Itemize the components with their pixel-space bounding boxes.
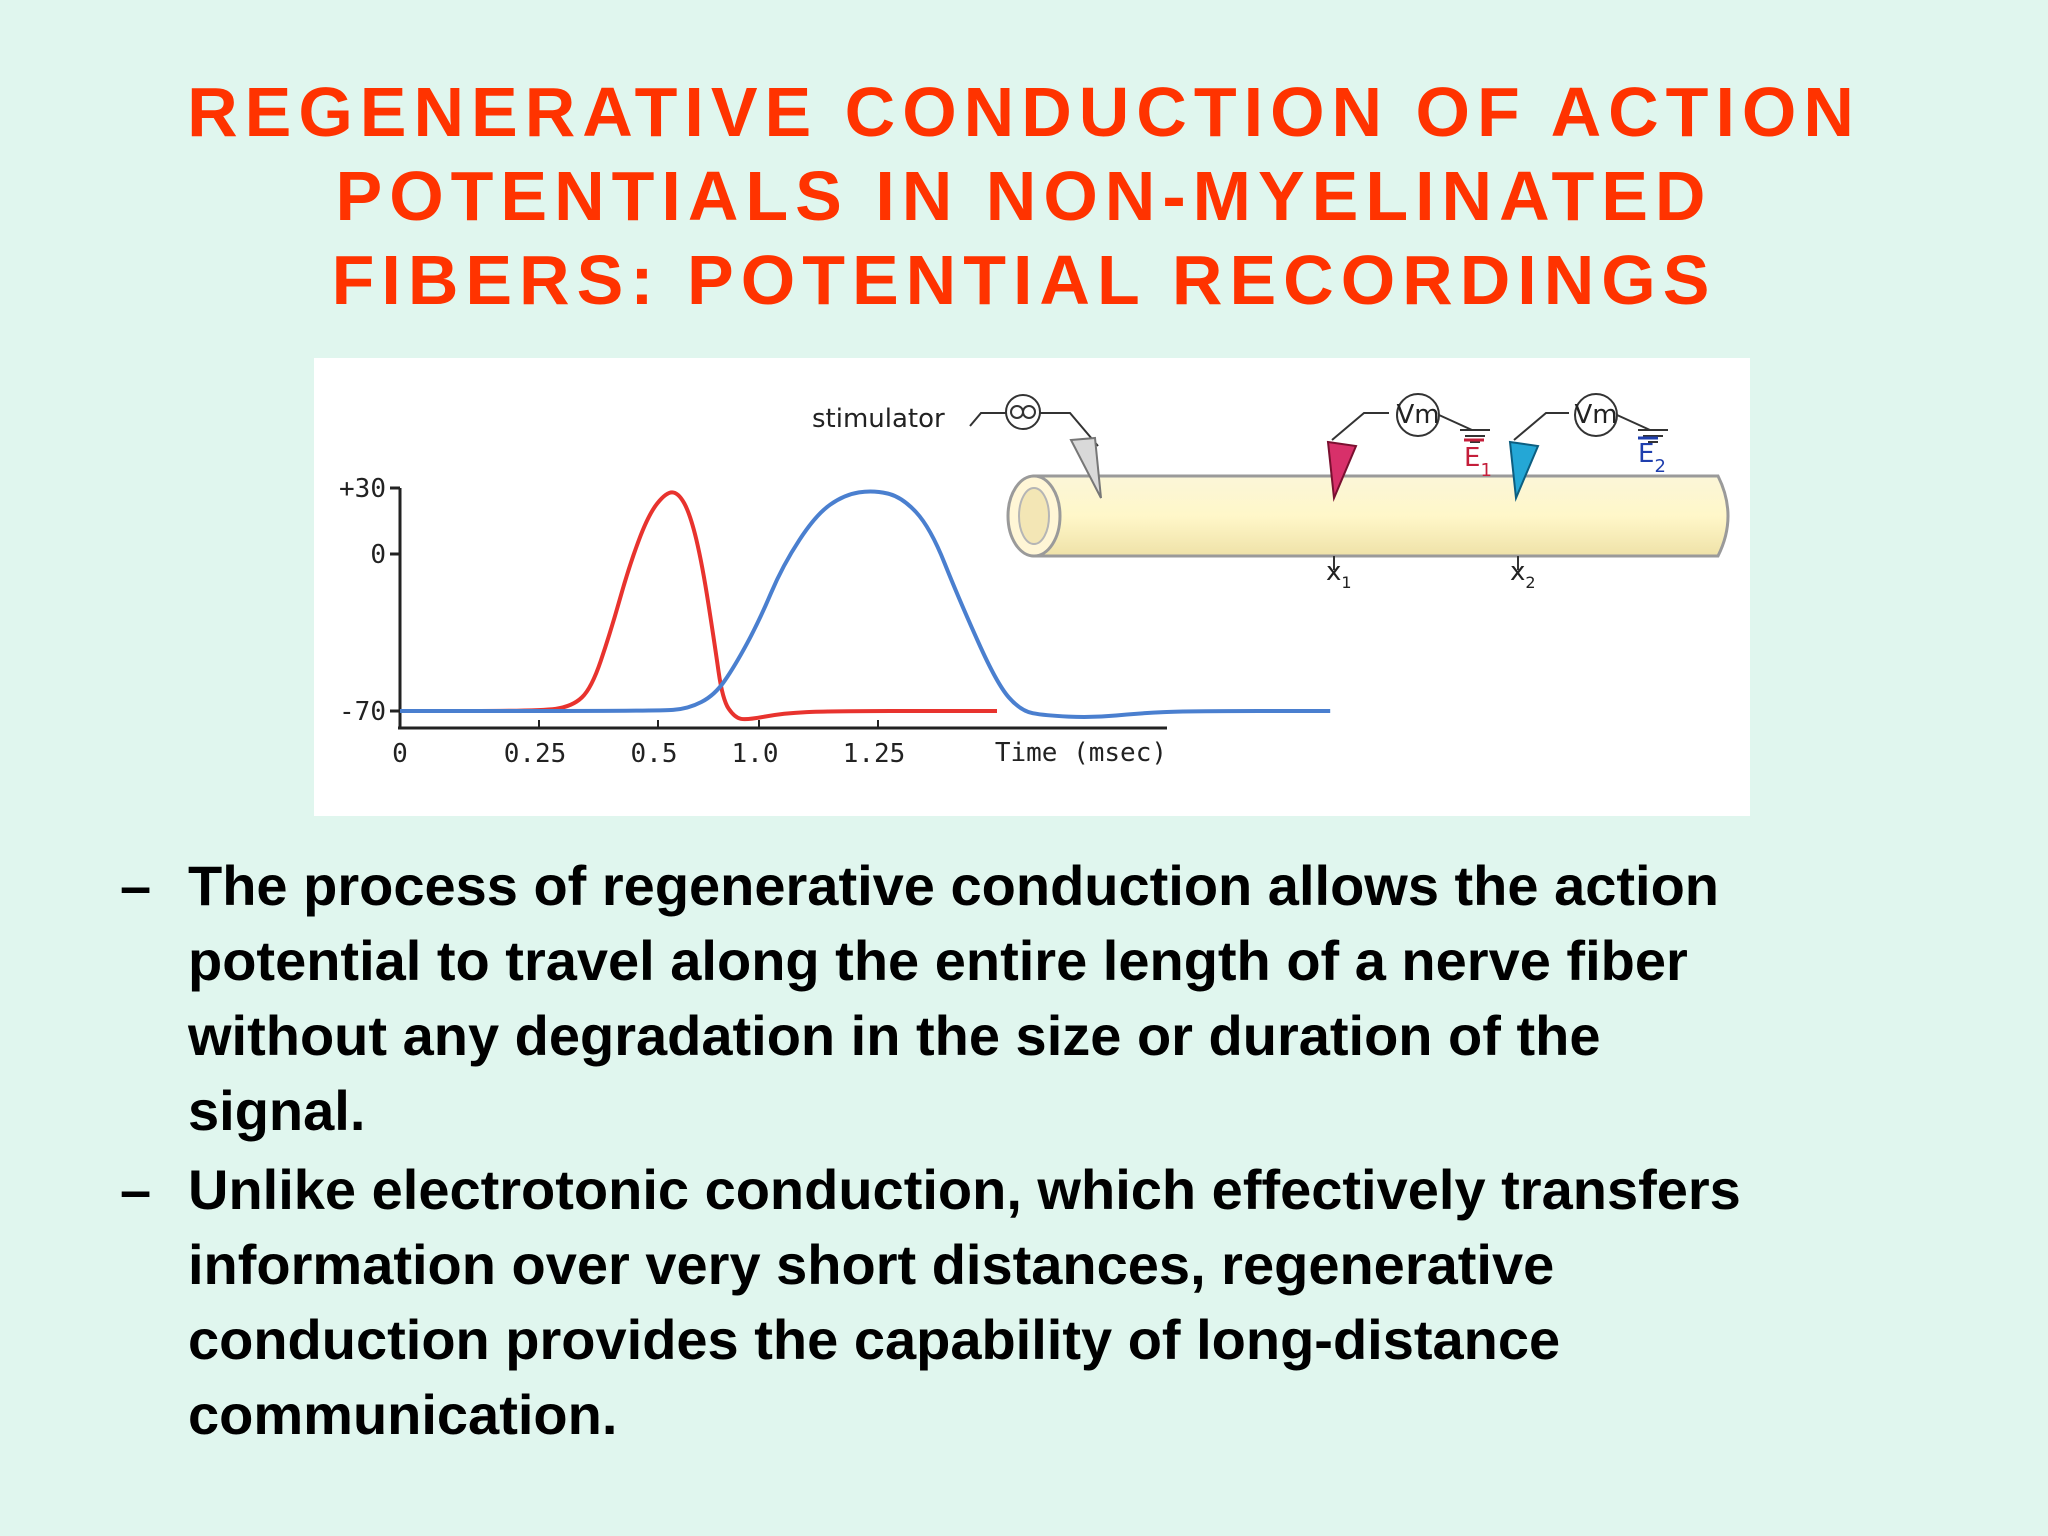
electrode-2-wire: [1513, 412, 1569, 441]
x-tick-label: 0.5: [631, 739, 678, 769]
bullet-item-2: – Unlike electrotonic conduction, which …: [120, 1152, 2000, 1452]
title-line-2: POTENTIALS IN NON-MYELINATED: [335, 157, 1713, 235]
x-tick-label: 1.0: [732, 739, 779, 769]
electrode-1-label: E1: [1464, 443, 1492, 481]
action-potential-trace-e1: [400, 490, 997, 722]
stimulator-wire-left: [969, 412, 1006, 427]
bullet-dash: –: [120, 1158, 152, 1221]
electrode-1: Vm E1 x1: [1326, 393, 1492, 592]
bullet-2-line-3: conduction provides the capability of lo…: [188, 1308, 1561, 1371]
axon-diagram: [1006, 474, 1730, 558]
voltmeter-2-label: Vm: [1574, 400, 1617, 430]
position-1-label: x1: [1326, 557, 1352, 592]
figure-svg: +300-70 0 0.25 0.5 1.0 1.25 Time (msec) stim…: [339, 393, 1730, 769]
y-tick-label: -70: [339, 697, 386, 727]
bullet-1-line-3: without any degradation in the size or d…: [188, 1004, 1601, 1067]
y-tick-label: +30: [339, 474, 386, 504]
stimulator-wire-right: [1040, 412, 1099, 447]
x-tick-label: 0: [392, 739, 408, 769]
bullet-item-1: – The process of regenerative conduction…: [120, 848, 2000, 1148]
axon-end-inner: [1018, 487, 1050, 545]
x-ticks: 0 0.25 0.5 1.0 1.25: [392, 720, 905, 769]
stimulator: stimulator: [812, 394, 1102, 499]
bullet-dash: –: [120, 854, 152, 917]
x-tick-label: 1.25: [843, 739, 906, 769]
bullet-2-line-4: communication.: [188, 1383, 618, 1446]
bullet-1-line-1: The process of regenerative conduction a…: [188, 854, 1720, 917]
action-potential-trace-e2: [400, 489, 1331, 719]
voltmeter-1-label: Vm: [1396, 400, 1439, 430]
x-axis-label: Time (msec): [995, 738, 1167, 768]
y-tick-label: 0: [370, 540, 386, 570]
chart-axes: [398, 488, 1167, 730]
title-line-3: FIBERS: POTENTIAL RECORDINGS: [331, 241, 1717, 319]
y-ticks: +30 0 -70: [339, 474, 400, 727]
electrode-2-label: E2: [1638, 439, 1666, 477]
electrode-1-wire: [1331, 412, 1389, 441]
electrode-1-probe-icon: [1326, 440, 1358, 502]
axon-body: [1032, 474, 1730, 558]
chart-series: [400, 489, 1331, 722]
bullet-2-line-2: information over very short distances, r…: [188, 1233, 1555, 1296]
electrode-2: Vm E2 x2: [1508, 393, 1668, 592]
electrode-2-probe-icon: [1508, 440, 1540, 502]
stimulator-electrode-icon: [1069, 436, 1102, 499]
bullet-1-line-2: potential to travel along the entire len…: [188, 929, 1688, 992]
title-line-1: REGENERATIVE CONDUCTION OF ACTION: [187, 73, 1861, 151]
stimulator-label: stimulator: [812, 404, 945, 434]
recording-figure: +30 0 -70 0 0.25 0.5 1.0 1.25 Time (msec) stim…: [314, 358, 1750, 816]
bullet-1-line-4: signal.: [188, 1079, 366, 1142]
slide-title: REGENERATIVE CONDUCTION OF ACTION POTENT…: [0, 70, 2048, 322]
bullet-list: – The process of regenerative conduction…: [120, 848, 2000, 1456]
x-tick-label: 0.25: [504, 739, 567, 769]
position-2-label: x2: [1510, 557, 1536, 592]
bullet-2-line-1: Unlike electrotonic conduction, which ef…: [188, 1158, 1741, 1221]
